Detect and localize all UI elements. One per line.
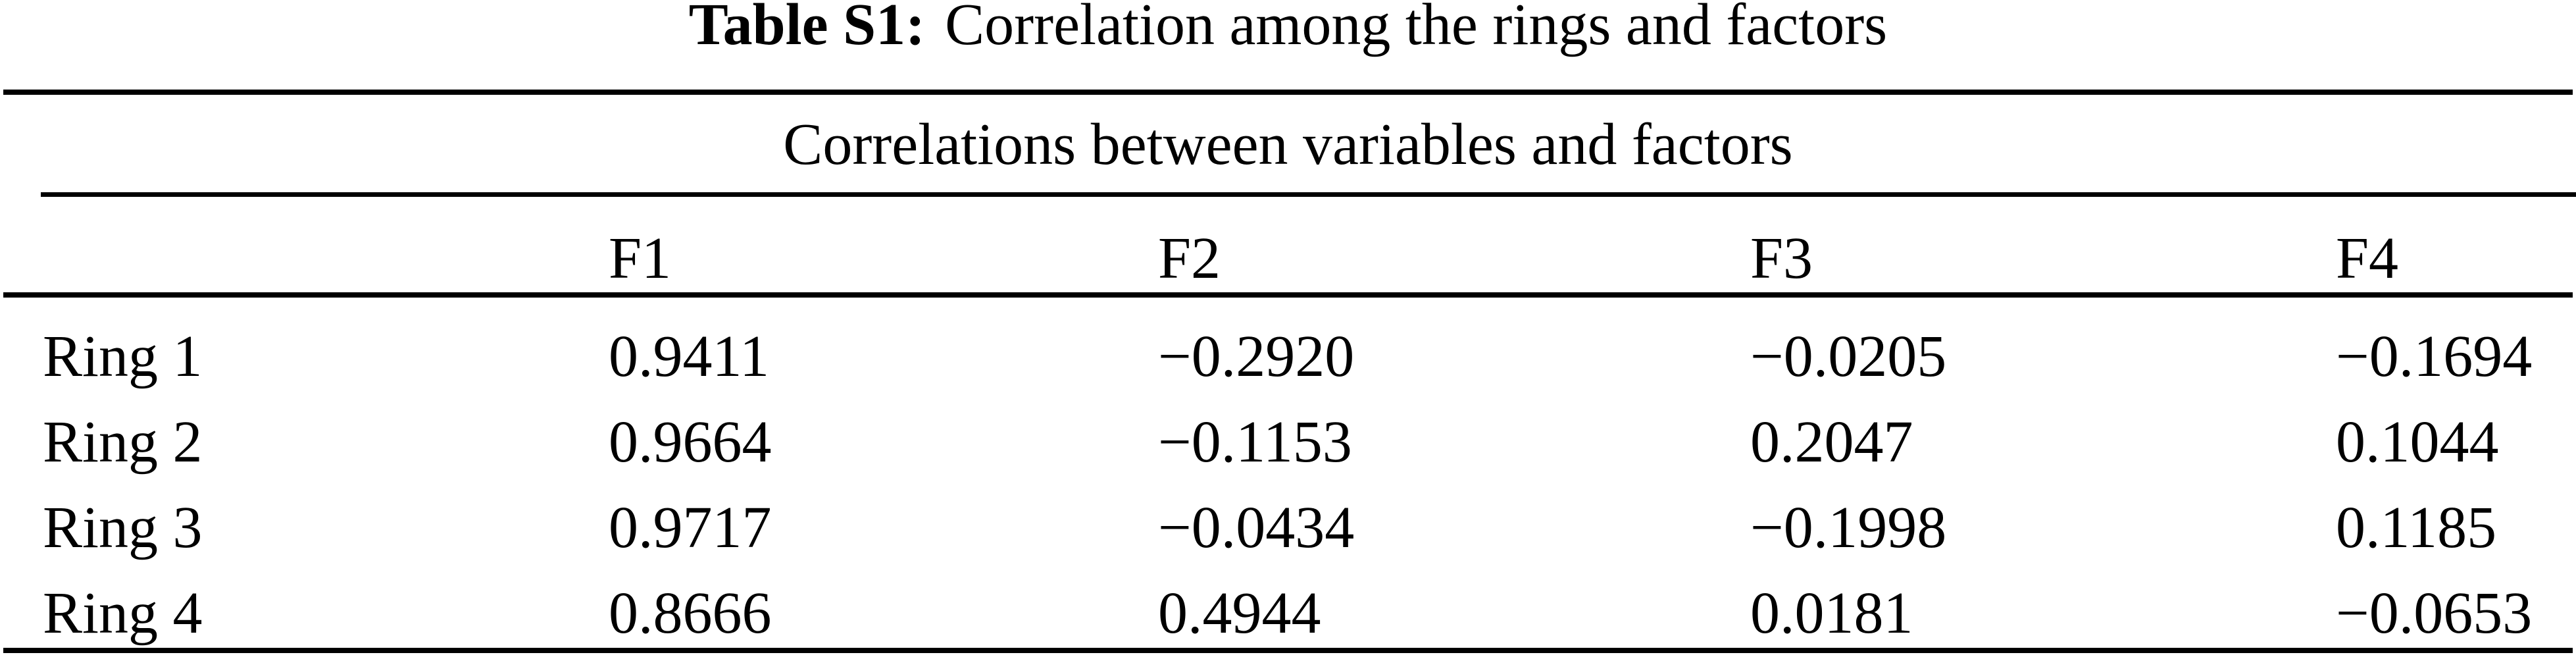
caption-rule [41, 192, 2576, 197]
row-label: Ring 2 [43, 409, 203, 475]
table-title-label: Table S1: [688, 0, 926, 57]
cell-value: −0.0434 [1158, 495, 1355, 560]
cell-value: −0.2920 [1158, 324, 1355, 389]
table-row: Ring 1 0.9411 −0.2920 −0.0205 −0.1694 [43, 327, 2576, 393]
table-row: Ring 4 0.8666 0.4944 0.0181 −0.0653 [43, 584, 2576, 650]
cell-value: 0.0181 [1750, 581, 1913, 646]
header-rule [3, 292, 2573, 298]
cell-value: −0.0205 [1750, 324, 1947, 389]
column-header-f1: F1 [609, 226, 672, 291]
header-row: F1 F2 F3 F4 [43, 229, 2576, 295]
row-label: Ring 1 [43, 324, 203, 389]
table-title: Table S1: Correlation among the rings and… [0, 0, 2576, 55]
cell-value: 0.9411 [609, 324, 770, 389]
cell-value: 0.4944 [1158, 581, 1321, 646]
header-spacer [43, 229, 609, 295]
cell-value: −0.1153 [1158, 409, 1352, 475]
cell-value: −0.1998 [1750, 495, 1947, 560]
cell-value: 0.1044 [2336, 409, 2499, 475]
top-rule [3, 90, 2573, 95]
table-title-text: Correlation among the rings and factors [945, 0, 1888, 57]
column-header-f4: F4 [2336, 226, 2399, 291]
row-label: Ring 3 [43, 495, 203, 560]
row-label: Ring 4 [43, 581, 203, 646]
cell-value: 0.8666 [609, 581, 772, 646]
cell-value: 0.9717 [609, 495, 772, 560]
cell-value: −0.0653 [2336, 581, 2533, 646]
cell-value: −0.1694 [2336, 324, 2533, 389]
table-row: Ring 3 0.9717 −0.0434 −0.1998 0.1185 [43, 498, 2576, 564]
cell-value: 0.2047 [1750, 409, 1913, 475]
bottom-rule [3, 648, 2573, 653]
column-header-f3: F3 [1750, 226, 1813, 291]
column-header-f2: F2 [1158, 226, 1221, 291]
cell-value: 0.1185 [2336, 495, 2497, 560]
table-row: Ring 2 0.9664 −0.1153 0.2047 0.1044 [43, 413, 2576, 479]
table-caption: Correlations between variables and facto… [783, 112, 1793, 177]
cell-value: 0.9664 [609, 409, 772, 475]
